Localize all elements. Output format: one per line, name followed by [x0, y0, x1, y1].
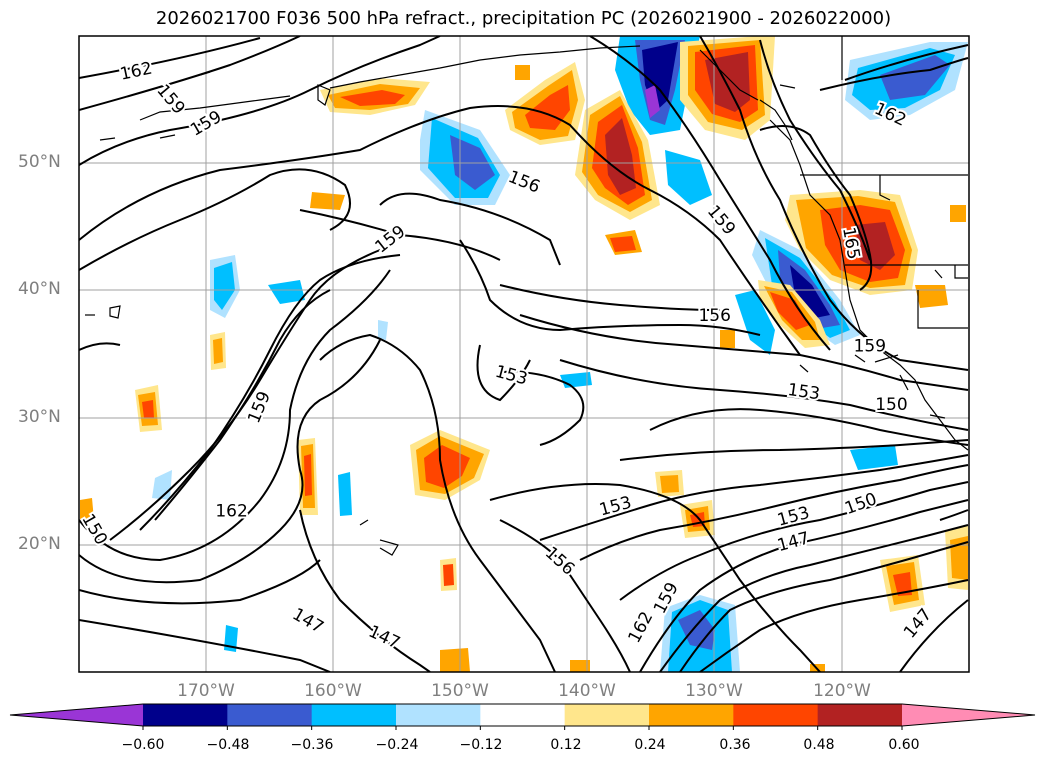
colorbar-tick-label: 0.24	[634, 737, 666, 753]
contour-label: 159	[854, 336, 886, 356]
contour-label: 162	[118, 58, 154, 84]
coastlines	[85, 36, 969, 556]
refractivity-contours	[79, 36, 969, 672]
contour-label: 153	[786, 380, 821, 404]
contour-label: 153	[597, 493, 634, 521]
contour-label: 162	[625, 608, 658, 646]
colorbar-tick-label: 0.12	[550, 737, 582, 753]
colorbar-swatch	[564, 704, 650, 726]
colorbar-tick-label: −0.48	[206, 737, 250, 753]
lon-label-160w: 160°W	[304, 681, 362, 701]
colorbar-tick-label: −0.12	[459, 737, 503, 753]
colorbar-tick-label: −0.60	[121, 737, 165, 753]
contour-label: 153	[493, 362, 530, 390]
lat-label-50n: 50°N	[18, 152, 61, 172]
colorbar-swatch	[311, 704, 397, 726]
map-frame	[78, 35, 970, 673]
colorbar-swatch	[480, 704, 566, 726]
colorbar-swatch	[396, 704, 481, 726]
contour-label: 147	[900, 605, 936, 643]
lon-label-150w: 150°W	[431, 681, 489, 701]
contour-label: 159	[703, 202, 739, 240]
contour-label: 150	[875, 395, 907, 415]
map-title: 2026021700 F036 500 hPa refract., precip…	[155, 8, 892, 29]
contour-label: 147	[289, 604, 327, 638]
precip-positive-shading	[80, 36, 968, 672]
colorbar-tick-label: 0.48	[803, 737, 835, 753]
contour-label: 153	[775, 503, 812, 531]
colorbar-swatch	[817, 704, 903, 726]
colorbar-tick-label: −0.36	[290, 737, 334, 753]
colorbar-extend-max	[902, 704, 1035, 726]
lon-label-170w: 170°W	[177, 681, 235, 701]
lon-label-140w: 140°W	[558, 681, 616, 701]
contour-label: 156	[698, 306, 730, 326]
contour-label: 147	[775, 528, 812, 556]
colorbar-tick-label: −0.24	[375, 737, 419, 753]
lat-label-40n: 40°N	[18, 279, 61, 299]
contour-label: 150	[842, 489, 879, 519]
lon-label-120w: 120°W	[813, 681, 871, 701]
lat-label-30n: 30°N	[18, 407, 61, 427]
colorbar	[9, 703, 1036, 730]
colorbar-extend-min	[10, 704, 143, 726]
lat-label-20n: 20°N	[18, 534, 61, 554]
colorbar-swatch	[143, 704, 228, 726]
contour-label: 162	[215, 502, 247, 522]
colorbar-swatch	[733, 704, 819, 726]
contour-label: 156	[505, 167, 543, 198]
precip-negative-shading	[152, 36, 968, 672]
colorbar-tick-label: 0.36	[719, 737, 751, 753]
lon-label-130w: 130°W	[685, 681, 743, 701]
colorbar-swatch	[649, 704, 734, 726]
colorbar-swatch	[227, 704, 313, 726]
colorbar-tick-label: 0.60	[888, 737, 920, 753]
